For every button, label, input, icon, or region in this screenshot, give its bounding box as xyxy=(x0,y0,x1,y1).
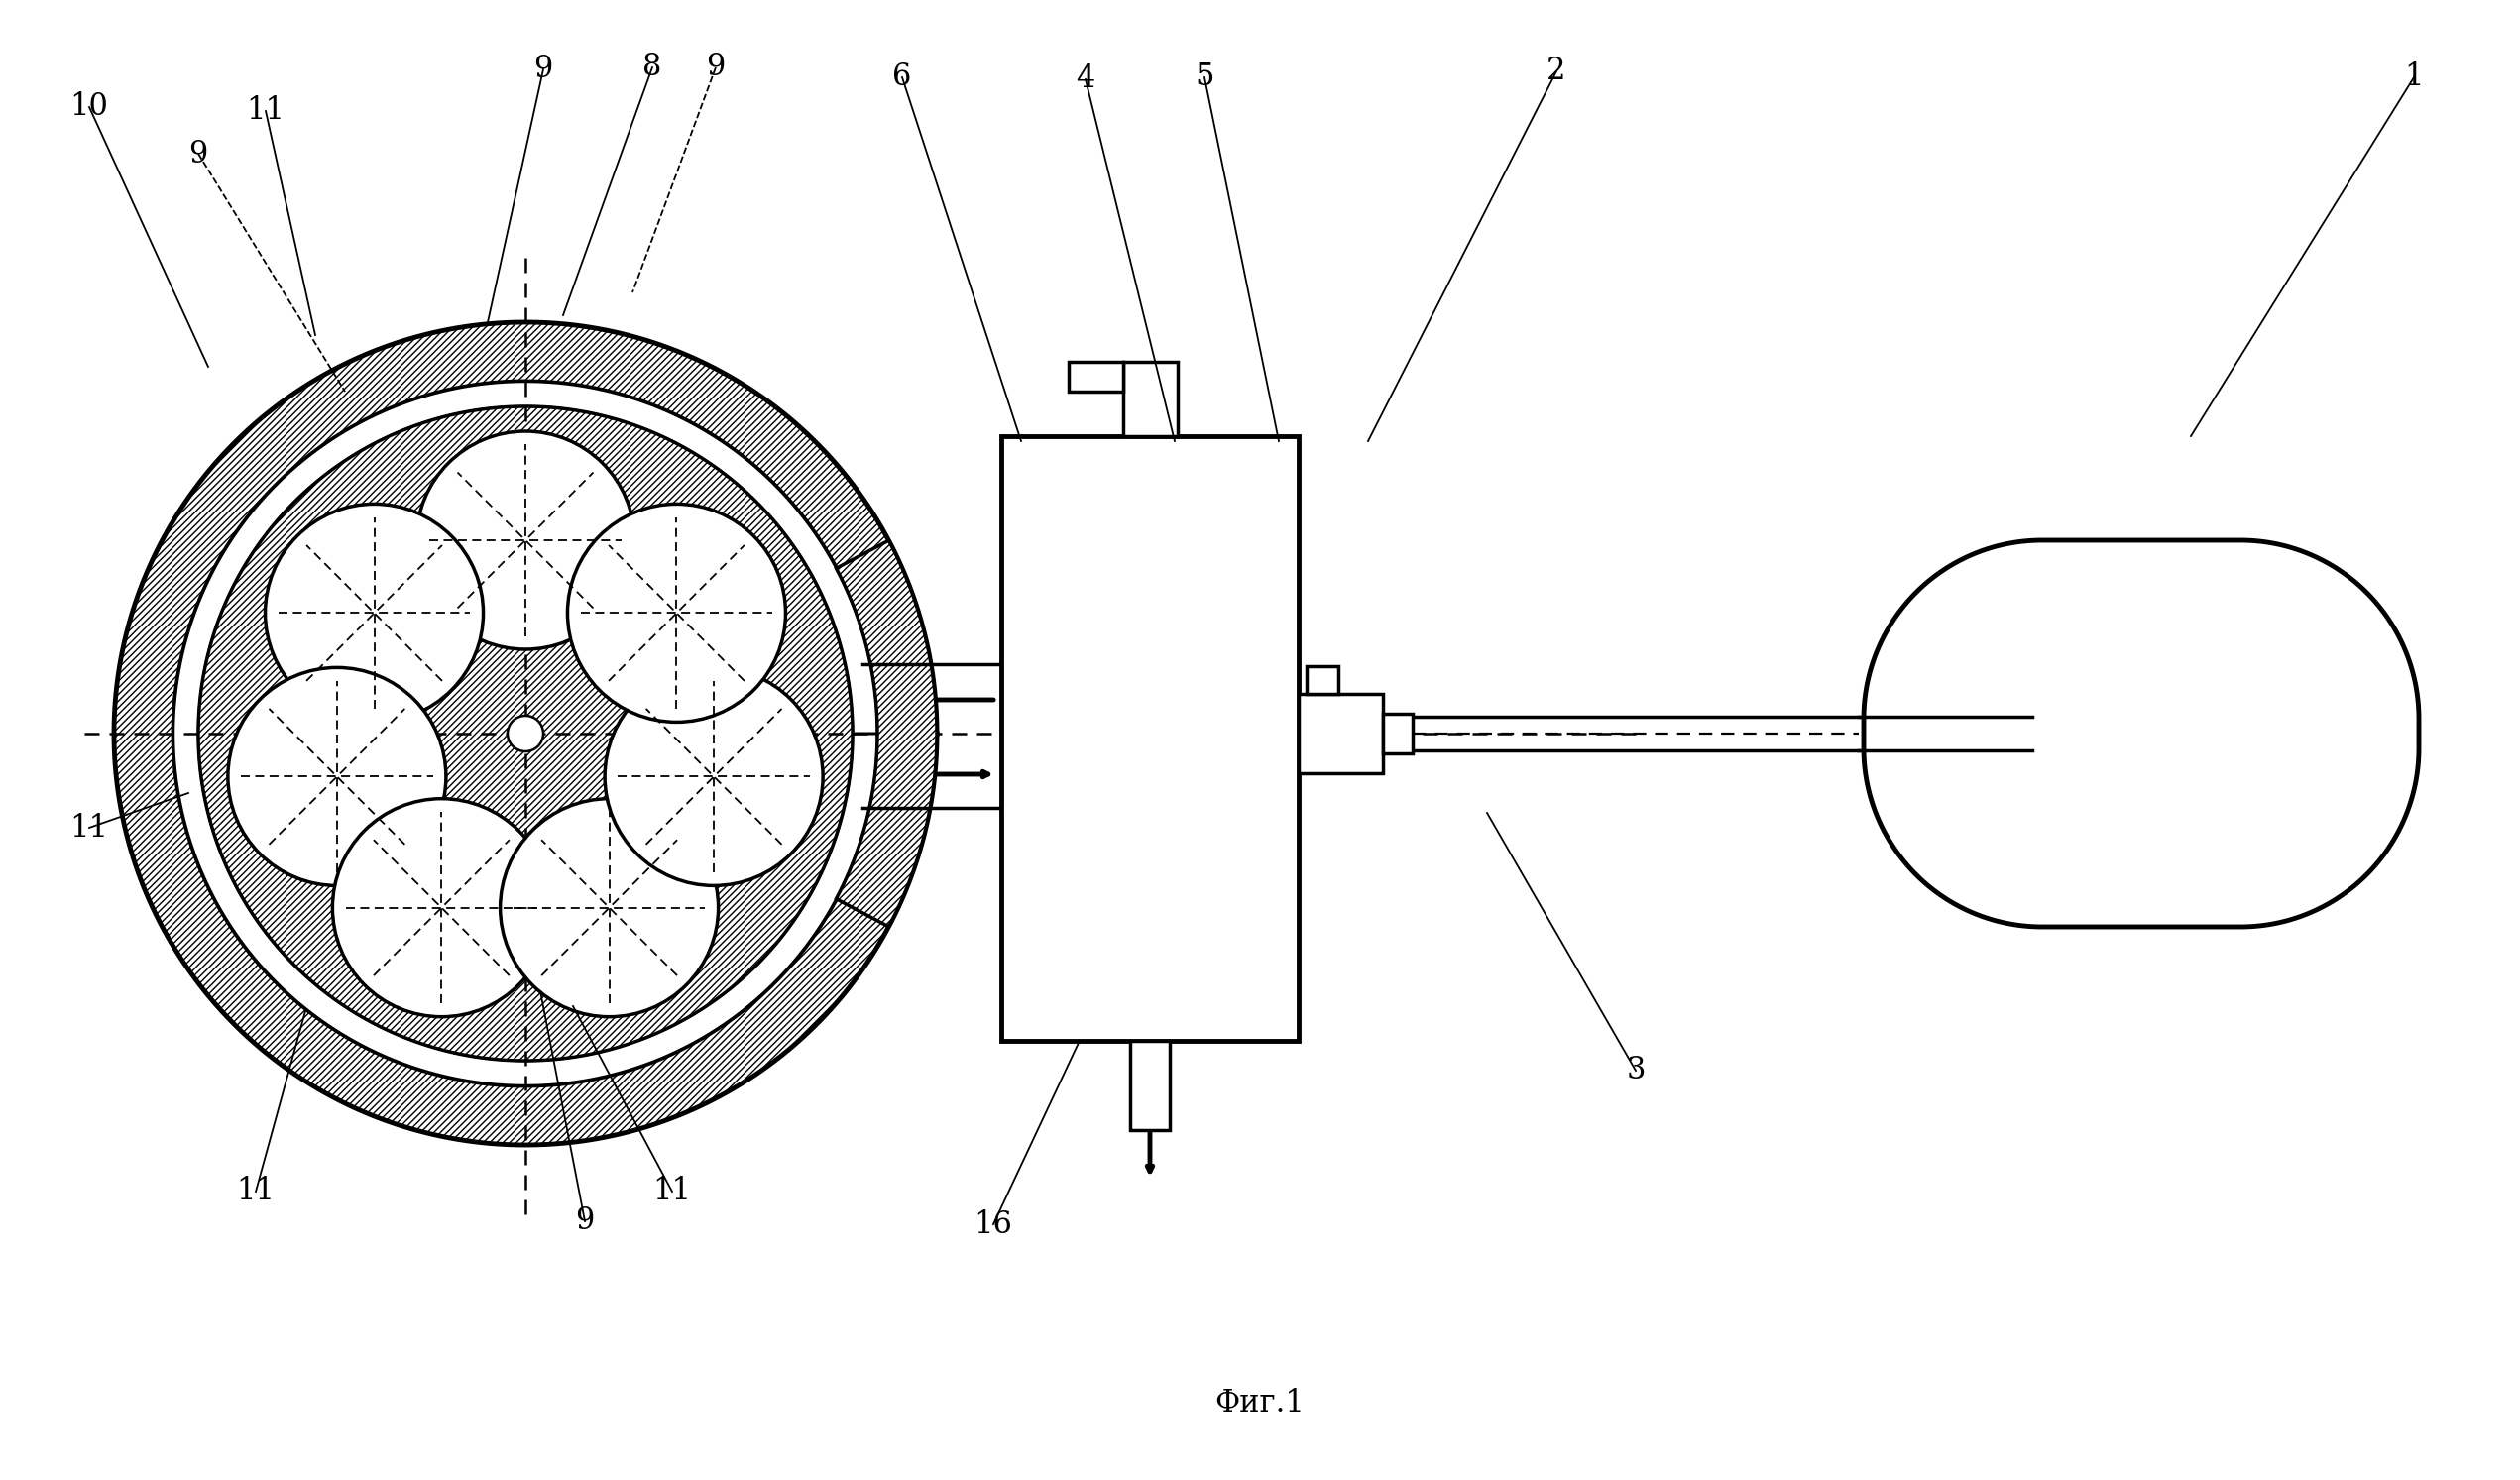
Circle shape xyxy=(265,505,484,722)
Text: 9: 9 xyxy=(575,1206,595,1237)
Text: 10: 10 xyxy=(71,92,108,123)
Circle shape xyxy=(333,799,549,1017)
Text: 8: 8 xyxy=(643,52,663,83)
Text: 16: 16 xyxy=(975,1209,1013,1240)
Polygon shape xyxy=(113,323,937,1146)
Text: 11: 11 xyxy=(653,1177,690,1206)
Text: 2: 2 xyxy=(1547,56,1565,87)
Text: 11: 11 xyxy=(247,96,285,126)
Bar xyxy=(1068,361,1124,392)
Polygon shape xyxy=(837,540,937,926)
Bar xyxy=(1305,666,1338,694)
Text: 4: 4 xyxy=(1076,64,1096,95)
Text: 11: 11 xyxy=(71,813,108,844)
Bar xyxy=(1129,1040,1169,1131)
Circle shape xyxy=(605,667,824,885)
Text: 5: 5 xyxy=(1194,62,1215,93)
Text: 9: 9 xyxy=(534,55,552,84)
Circle shape xyxy=(567,505,786,722)
Bar xyxy=(1298,694,1383,773)
Bar xyxy=(1000,437,1298,1040)
Bar xyxy=(1383,713,1414,753)
Text: Фиг.1: Фиг.1 xyxy=(1215,1387,1305,1418)
Text: 3: 3 xyxy=(1625,1055,1646,1086)
Text: 9: 9 xyxy=(189,138,207,169)
Polygon shape xyxy=(199,407,852,1061)
Polygon shape xyxy=(174,382,877,1085)
Polygon shape xyxy=(1865,540,2419,926)
Circle shape xyxy=(416,431,635,650)
Bar xyxy=(1124,361,1177,437)
Text: 11: 11 xyxy=(237,1177,275,1206)
Text: 1: 1 xyxy=(2404,62,2424,93)
Text: 9: 9 xyxy=(706,52,726,83)
Circle shape xyxy=(227,667,446,885)
Circle shape xyxy=(501,799,718,1017)
Text: 6: 6 xyxy=(892,62,912,93)
Circle shape xyxy=(507,716,544,752)
